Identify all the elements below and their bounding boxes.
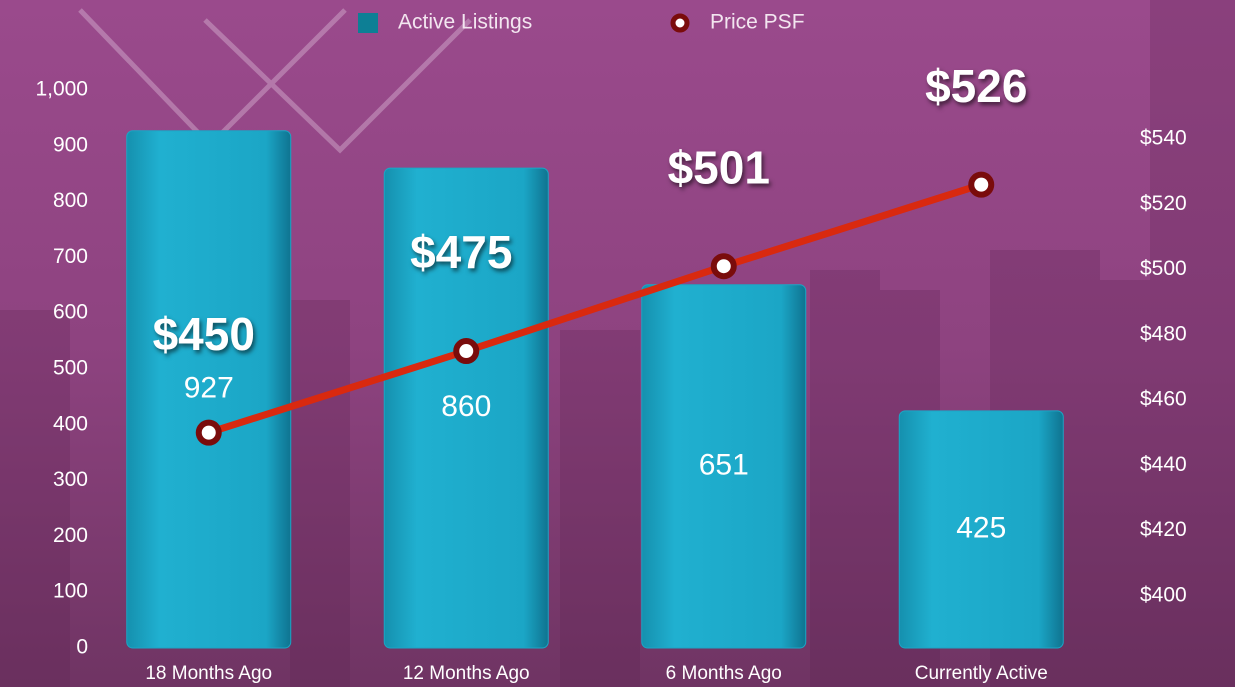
y2-tick-label: $400: [1140, 583, 1187, 606]
y-tick-label: 700: [53, 245, 88, 268]
price-label: $526: [925, 60, 1027, 112]
price-label: $501: [668, 141, 770, 193]
price-label: $475: [410, 226, 512, 278]
legend-label: Price PSF: [710, 11, 805, 34]
y-tick-label: 1,000: [35, 78, 88, 101]
y-tick-label: 300: [53, 468, 88, 491]
bar-value-label: 927: [184, 371, 234, 404]
legend-swatch: [358, 13, 378, 33]
x-tick-label: Currently Active: [915, 663, 1048, 684]
y2-tick-label: $500: [1140, 257, 1187, 280]
y2-tick-label: $480: [1140, 322, 1187, 345]
y-tick-label: 200: [53, 524, 88, 547]
chart: 0 100 200 300 400 500 600 700 800 900 1,000 $400 $42…: [0, 0, 1235, 687]
bar-value-label: 860: [441, 390, 491, 423]
y2-tick-label: $440: [1140, 453, 1187, 476]
y-tick-label: 100: [53, 580, 88, 603]
line-marker: [199, 423, 219, 443]
legend-marker: [673, 16, 687, 30]
y2-tick-label: $460: [1140, 388, 1187, 411]
x-tick-label: 6 Months Ago: [666, 663, 782, 684]
y2-tick-label: $540: [1140, 126, 1187, 149]
y-tick-label: 500: [53, 357, 88, 380]
y-tick-label: 600: [53, 301, 88, 324]
bar-value-label: 651: [699, 448, 749, 481]
y-tick-label: 400: [53, 412, 88, 435]
legend-label: Active Listings: [398, 11, 532, 34]
x-tick-label: 18 Months Ago: [145, 663, 272, 684]
y-tick-label: 900: [53, 133, 88, 156]
line-marker: [456, 341, 476, 361]
y2-tick-label: $520: [1140, 192, 1187, 215]
y2-tick-label: $420: [1140, 518, 1187, 541]
line-marker: [971, 175, 991, 195]
bar-value-label: 425: [956, 511, 1006, 544]
y-tick-label: 0: [76, 636, 88, 659]
line-marker: [714, 256, 734, 276]
price-label: $450: [153, 308, 255, 360]
x-tick-label: 12 Months Ago: [403, 663, 530, 684]
y-tick-label: 800: [53, 189, 88, 212]
